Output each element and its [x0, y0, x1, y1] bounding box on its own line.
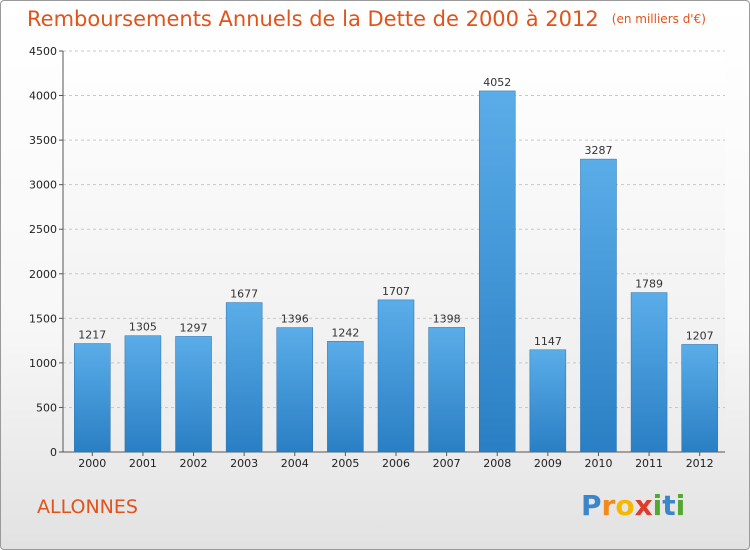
bar-2010 — [580, 158, 617, 453]
chart-title-main: Remboursements Annuels de la Dette de 20… — [27, 7, 599, 31]
x-tick-label-2011: 2011 — [635, 457, 663, 470]
x-tick-label-2001: 2001 — [129, 457, 157, 470]
value-label-2008: 4052 — [483, 76, 511, 89]
logo-letter: x — [634, 489, 653, 522]
chart-title: Remboursements Annuels de la Dette de 20… — [27, 7, 706, 31]
y-tick-label: 0 — [50, 446, 57, 459]
bar-2009 — [529, 349, 567, 453]
commune-name: ALLONNES — [37, 496, 138, 518]
bar-2012 — [681, 344, 718, 453]
chart-title-unit: (en milliers d'€) — [611, 12, 706, 26]
bar-2005 — [327, 341, 364, 453]
value-label-2009: 1147 — [534, 335, 562, 348]
bars — [74, 90, 718, 453]
y-tick-label: 1500 — [29, 312, 57, 325]
logo-letter: o — [615, 489, 635, 522]
x-tick-label-2008: 2008 — [483, 457, 511, 470]
y-tick-label: 4500 — [29, 45, 57, 58]
x-tick-label-2009: 2009 — [534, 457, 562, 470]
value-label-2005: 1242 — [331, 326, 359, 339]
y-tick-label: 4000 — [29, 90, 57, 103]
value-labels: 1217 1305 1297 1677 1396 1242 1707 1398 4052 1147… — [78, 76, 713, 348]
proxiti-logo: Proxiti — [581, 489, 685, 522]
value-label-2010: 3287 — [584, 144, 612, 157]
y-tick-label: 2500 — [29, 223, 57, 236]
y-tick-label: 3000 — [29, 179, 57, 192]
bar-2003 — [225, 302, 263, 453]
bar-2011 — [630, 292, 668, 453]
value-label-2004: 1396 — [281, 313, 309, 326]
bar-2004 — [276, 327, 314, 453]
value-label-2001: 1305 — [129, 321, 157, 334]
value-label-2002: 1297 — [180, 321, 208, 334]
bar-2008 — [478, 90, 516, 453]
x-tick-label-2000: 2000 — [78, 457, 106, 470]
tick-labels: 0 500 1000 1500 2000 2500 3000 3500 4000 4500 2000… — [29, 45, 714, 470]
bar-2006 — [377, 299, 415, 453]
bar-2001 — [124, 335, 162, 453]
logo-letter: r — [601, 489, 616, 522]
y-tick-label: 3500 — [29, 134, 57, 147]
logo-letter: i — [675, 489, 686, 522]
x-tick-label-2004: 2004 — [281, 457, 309, 470]
bar-2000 — [74, 343, 111, 453]
x-tick-label-2012: 2012 — [686, 457, 714, 470]
x-tick-label-2003: 2003 — [230, 457, 258, 470]
y-tick-label: 2000 — [29, 268, 57, 281]
x-tick-label-2005: 2005 — [331, 457, 359, 470]
bar-2002 — [175, 336, 212, 453]
x-tick-label-2007: 2007 — [433, 457, 461, 470]
value-label-2003: 1677 — [230, 288, 258, 301]
x-tick-label-2006: 2006 — [382, 457, 410, 470]
logo-letter: P — [581, 489, 602, 522]
value-label-2000: 1217 — [78, 329, 106, 342]
value-label-2007: 1398 — [433, 312, 461, 325]
bar-2007 — [428, 327, 465, 453]
y-tick-label: 1000 — [29, 357, 57, 370]
x-tick-label-2010: 2010 — [584, 457, 612, 470]
logo-letter: i — [652, 489, 663, 522]
value-label-2006: 1707 — [382, 285, 410, 298]
x-tick-label-2002: 2002 — [180, 457, 208, 470]
value-label-2012: 1207 — [686, 329, 714, 342]
value-label-2011: 1789 — [635, 278, 663, 291]
logo-letter: t — [662, 489, 676, 522]
y-tick-label: 500 — [36, 401, 57, 414]
